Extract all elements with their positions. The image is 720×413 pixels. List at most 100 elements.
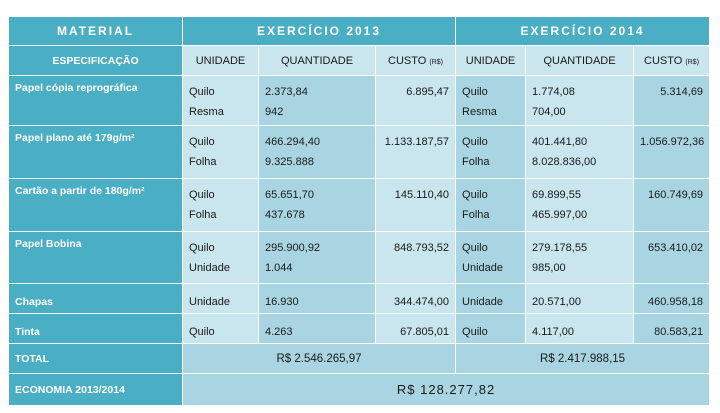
quantity-2014: 4.117,00 bbox=[525, 313, 635, 344]
table-row: Papel cópia reprográfica Quilo Resma 2.373,… bbox=[8, 75, 711, 126]
header-material: MATERIAL bbox=[8, 16, 183, 46]
column-quantity-2014: QUANTIDADE bbox=[525, 45, 635, 76]
quantity-2014-line: 465.997,00 bbox=[532, 209, 588, 221]
unit-2014: Quilo Unidade bbox=[455, 231, 527, 284]
material-label: Cartão a partir de 180g/m² bbox=[8, 178, 183, 232]
unit-2013-line: Quilo bbox=[189, 242, 215, 254]
material-label: Papel cópia reprográfica bbox=[8, 75, 183, 126]
economy-value: R$ 128.277,82 bbox=[181, 373, 711, 406]
quantity-2014-line: 985,00 bbox=[532, 262, 566, 274]
cost-label: CUSTO bbox=[388, 54, 427, 67]
cost-2013: 6.895,47 bbox=[374, 75, 457, 126]
quantity-2014-line: 279.178,55 bbox=[532, 242, 588, 254]
unit-2013-line: Quilo bbox=[189, 86, 215, 98]
material-label: Papel Bobina bbox=[8, 231, 183, 284]
material-label: Papel plano até 179g/m² bbox=[8, 125, 183, 179]
quantity-2013-line: 65.651,70 bbox=[265, 189, 314, 201]
table-row: Papel plano até 179g/m² Quilo Folha 466.294… bbox=[8, 125, 711, 179]
quantity-2013: 2.373,84 942 bbox=[258, 75, 376, 126]
unit-2013-line: Folha bbox=[189, 156, 217, 168]
table-row: Chapas Unidade 16.930 344.474,00 Unidade 20.5… bbox=[8, 283, 711, 314]
unit-2014-line: Unidade bbox=[462, 295, 504, 308]
cost-2014: 5.314,69 bbox=[633, 75, 711, 126]
cost-2014: 80.583,21 bbox=[633, 313, 711, 344]
quantity-2013: 16.930 bbox=[258, 283, 376, 314]
header-year-2014: EXERCÍCIO 2014 bbox=[455, 16, 711, 46]
quantity-2014: 1.774,08 704,00 bbox=[525, 75, 635, 126]
quantity-2014-line: 8.028.836,00 bbox=[532, 156, 597, 168]
cost-2013: 67.805,01 bbox=[374, 313, 457, 344]
total-label: TOTAL bbox=[8, 343, 183, 374]
unit-2014-line: Folha bbox=[462, 209, 490, 221]
quantity-2013-line: 4.263 bbox=[265, 325, 293, 338]
unit-2013-line: Unidade bbox=[189, 295, 230, 308]
table-row: Papel Bobina Quilo Unidade 295.900,92 1.044 8… bbox=[8, 231, 711, 284]
cost-2013: 848.793,52 bbox=[374, 231, 457, 284]
unit-2013-line: Resma bbox=[189, 106, 224, 118]
economy-label: ECONOMIA 2013/2014 bbox=[8, 373, 183, 406]
quantity-2014: 401.441,80 8.028.836,00 bbox=[525, 125, 635, 179]
unit-2014-line: Quilo bbox=[462, 325, 488, 338]
quantity-2013: 4.263 bbox=[258, 313, 376, 344]
quantity-2013-line: 16.930 bbox=[265, 295, 299, 308]
quantity-2014: 69.899,55 465.997,00 bbox=[525, 178, 635, 232]
unit-2014: Quilo Folha bbox=[455, 125, 527, 179]
unit-2013: Quilo Unidade bbox=[182, 231, 259, 284]
quantity-2013: 65.651,70 437.678 bbox=[258, 178, 376, 232]
column-unit-2013: UNIDADE bbox=[182, 45, 259, 76]
cost-2013: 1.133.187,57 bbox=[374, 125, 457, 179]
unit-2014-line: Quilo bbox=[462, 86, 488, 98]
column-cost-2014: CUSTO (R$) bbox=[633, 45, 711, 76]
unit-2014-line: Resma bbox=[462, 106, 497, 118]
quantity-2013-line: 295.900,92 bbox=[265, 242, 321, 254]
unit-2013: Quilo Folha bbox=[182, 178, 259, 232]
quantity-2013: 466.294,40 9.325.888 bbox=[258, 125, 376, 179]
quantity-2013-line: 1.044 bbox=[265, 262, 293, 274]
quantity-2013-line: 466.294,40 bbox=[265, 136, 321, 148]
column-quantity-2013: QUANTIDADE bbox=[258, 45, 376, 76]
cost-unit: (R$) bbox=[429, 58, 444, 66]
quantity-2014-line: 401.441,80 bbox=[532, 136, 588, 148]
unit-2014-line: Folha bbox=[462, 156, 490, 168]
unit-2014: Unidade bbox=[455, 283, 527, 314]
table-body: Papel cópia reprográfica Quilo Resma 2.373,… bbox=[8, 75, 711, 344]
material-label: Tinta bbox=[8, 313, 183, 344]
material-label: Chapas bbox=[8, 283, 183, 314]
quantity-2014-line: 704,00 bbox=[532, 106, 566, 118]
unit-2013: Quilo Folha bbox=[182, 125, 259, 179]
quantity-2014-line: 1.774,08 bbox=[532, 86, 575, 98]
material-cost-table: MATERIAL EXERCÍCIO 2013 EXERCÍCIO 2014 E… bbox=[8, 16, 711, 406]
unit-2013-line: Folha bbox=[189, 209, 217, 221]
cost-2014: 460.958,18 bbox=[633, 283, 711, 314]
unit-2014: Quilo Folha bbox=[455, 178, 527, 232]
unit-2013: Quilo bbox=[182, 313, 259, 344]
quantity-2013-line: 2.373,84 bbox=[265, 86, 308, 98]
column-cost-2013: CUSTO (R$) bbox=[374, 45, 457, 76]
table-row: Tinta Quilo 4.263 67.805,01 Quilo 4.117,00 80.… bbox=[8, 313, 711, 344]
unit-2014-line: Quilo bbox=[462, 189, 488, 201]
cost-2013: 145.110,40 bbox=[374, 178, 457, 232]
cost-2013: 344.474,00 bbox=[374, 283, 457, 314]
unit-2014: Quilo bbox=[455, 313, 527, 344]
quantity-2014-line: 4.117,00 bbox=[532, 325, 575, 338]
unit-2013-line: Quilo bbox=[189, 136, 215, 148]
quantity-2014-line: 69.899,55 bbox=[532, 189, 581, 201]
cost-2014: 1.056.972,36 bbox=[633, 125, 711, 179]
quantity-2013-line: 942 bbox=[265, 106, 284, 118]
quantity-2014: 20.571,00 bbox=[525, 283, 635, 314]
total-2014: R$ 2.417.988,15 bbox=[455, 343, 711, 374]
unit-2013-line: Unidade bbox=[189, 262, 230, 274]
cost-unit: (R$) bbox=[685, 58, 700, 66]
quantity-2013-line: 9.325.888 bbox=[265, 156, 314, 168]
unit-2013-line: Quilo bbox=[189, 325, 215, 338]
header-year-2013: EXERCÍCIO 2013 bbox=[181, 16, 457, 46]
cost-2014: 653.410,02 bbox=[633, 231, 711, 284]
quantity-2014: 279.178,55 985,00 bbox=[525, 231, 635, 284]
cost-2014: 160.749,69 bbox=[633, 178, 711, 232]
unit-2013: Quilo Resma bbox=[182, 75, 259, 126]
column-unit-2014: UNIDADE bbox=[455, 45, 527, 76]
cost-label: CUSTO bbox=[644, 54, 683, 67]
unit-2013-line: Quilo bbox=[189, 189, 215, 201]
quantity-2013-line: 437.678 bbox=[265, 209, 305, 221]
unit-2013: Unidade bbox=[182, 283, 259, 314]
